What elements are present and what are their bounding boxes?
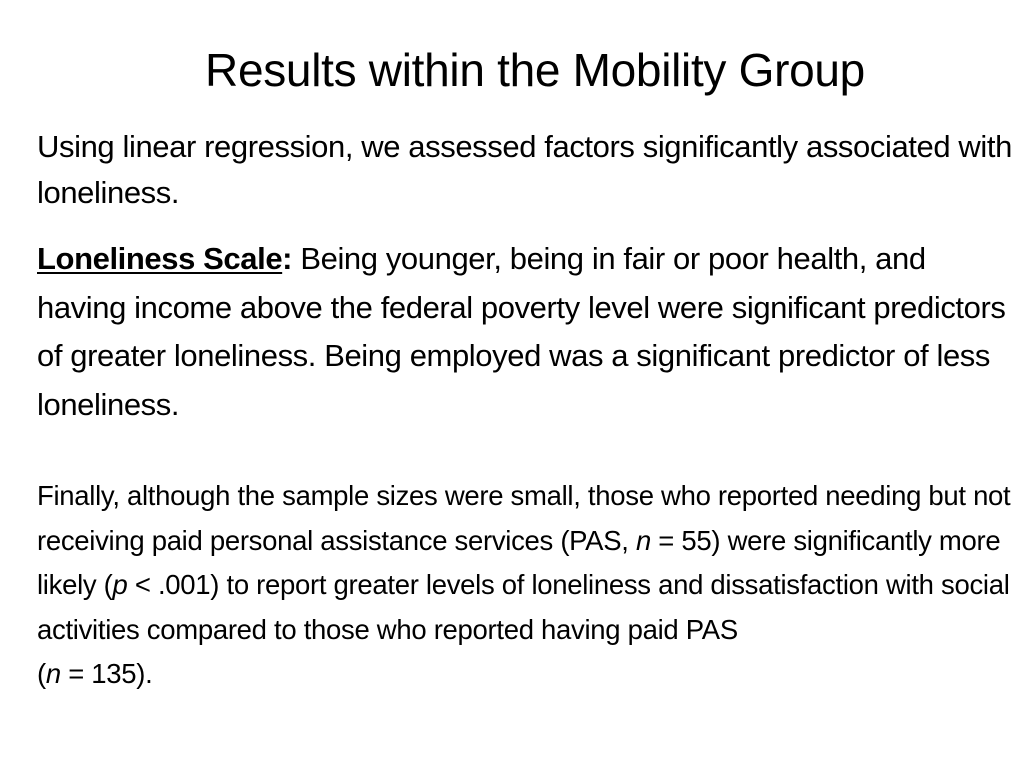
pas-paragraph: Finally, although the sample sizes were … bbox=[37, 474, 1012, 697]
n-symbol: n bbox=[635, 524, 651, 556]
intro-paragraph: Using linear regression, we assessed fac… bbox=[37, 129, 1012, 210]
term-colon: : bbox=[282, 241, 293, 276]
loneliness-scale-heading: Loneliness Scale: bbox=[37, 241, 293, 276]
pas-text-part5: = 135). bbox=[60, 658, 153, 689]
pas-text-part4: ( bbox=[37, 658, 46, 689]
pas-text-part2: = 55) were significantly more likely ( bbox=[37, 524, 1001, 601]
loneliness-scale-paragraph: Loneliness Scale: Being younger, being i… bbox=[37, 235, 1012, 429]
n-symbol: n bbox=[45, 658, 61, 689]
p-symbol: p bbox=[112, 569, 128, 600]
loneliness-scale-term: Loneliness Scale bbox=[37, 241, 283, 276]
pas-text-part3: < .001) to report greater levels of lone… bbox=[37, 569, 1010, 645]
pas-text-part1: Finally, although the sample sizes were … bbox=[37, 480, 1011, 556]
slide-title: Results within the Mobility Group bbox=[205, 44, 865, 96]
loneliness-scale-text: Being younger, being in fair or poor hea… bbox=[37, 241, 1006, 422]
